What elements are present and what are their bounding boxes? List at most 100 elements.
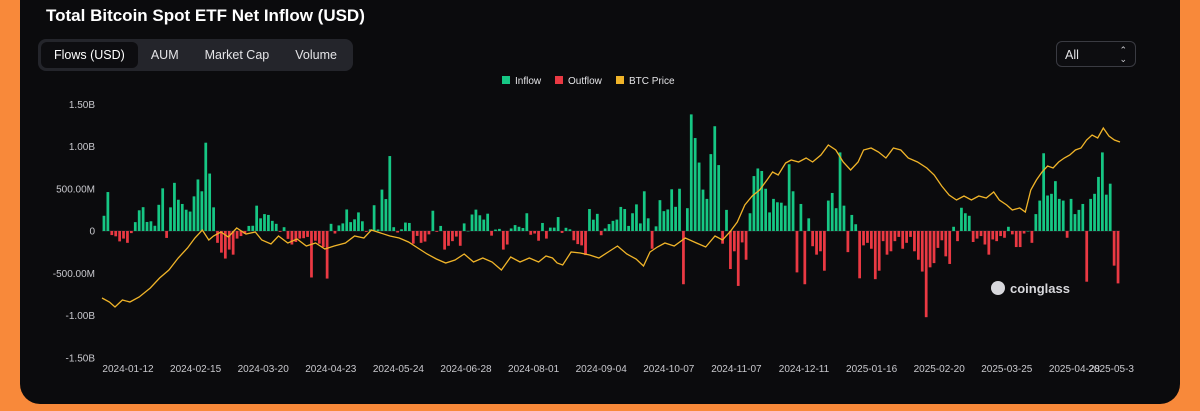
outflow-bar[interactable] bbox=[924, 231, 928, 318]
outflow-bar[interactable] bbox=[286, 231, 290, 239]
outflow-bar[interactable] bbox=[435, 231, 439, 232]
outflow-bar[interactable] bbox=[846, 231, 850, 253]
inflow-bar[interactable] bbox=[1104, 194, 1108, 231]
inflow-bar[interactable] bbox=[208, 173, 212, 231]
outflow-bar[interactable] bbox=[940, 231, 944, 241]
outflow-bar[interactable] bbox=[310, 231, 313, 278]
inflow-bar[interactable] bbox=[725, 209, 728, 232]
inflow-bar[interactable] bbox=[713, 126, 717, 231]
outflow-bar[interactable] bbox=[881, 231, 885, 242]
inflow-bar[interactable] bbox=[388, 156, 392, 231]
inflow-bar[interactable] bbox=[184, 209, 188, 231]
outflow-bar[interactable] bbox=[415, 231, 419, 236]
inflow-bar[interactable] bbox=[133, 222, 137, 231]
outflow-bar[interactable] bbox=[110, 231, 114, 236]
inflow-bar[interactable] bbox=[772, 198, 775, 231]
inflow-bar[interactable] bbox=[717, 165, 721, 231]
inflow-bar[interactable] bbox=[748, 213, 752, 231]
outflow-bar[interactable] bbox=[227, 231, 231, 250]
outflow-bar[interactable] bbox=[333, 231, 337, 234]
inflow-bar[interactable] bbox=[482, 219, 486, 231]
outflow-bar[interactable] bbox=[983, 231, 987, 245]
inflow-bar[interactable] bbox=[345, 209, 349, 231]
inflow-bar[interactable] bbox=[568, 229, 572, 231]
inflow-bar[interactable] bbox=[654, 226, 658, 231]
inflow-bar[interactable] bbox=[176, 199, 180, 231]
outflow-bar[interactable] bbox=[458, 231, 462, 246]
inflow-bar[interactable] bbox=[834, 208, 838, 231]
inflow-bar[interactable] bbox=[255, 205, 259, 231]
inflow-bar[interactable] bbox=[372, 205, 376, 231]
inflow-bar[interactable] bbox=[830, 192, 834, 231]
inflow-bar[interactable] bbox=[705, 198, 709, 231]
outflow-bar[interactable] bbox=[877, 231, 881, 271]
outflow-bar[interactable] bbox=[298, 231, 302, 239]
inflow-bar[interactable] bbox=[619, 206, 623, 231]
inflow-bar[interactable] bbox=[361, 221, 364, 231]
outflow-bar[interactable] bbox=[545, 231, 548, 239]
inflow-bar[interactable] bbox=[685, 208, 689, 231]
inflow-bar[interactable] bbox=[498, 228, 501, 231]
outflow-bar[interactable] bbox=[862, 231, 865, 246]
inflow-bar[interactable] bbox=[263, 214, 266, 231]
inflow-bar[interactable] bbox=[960, 207, 963, 231]
inflow-bar[interactable] bbox=[376, 229, 380, 231]
inflow-bar[interactable] bbox=[1101, 152, 1104, 231]
inflow-bar[interactable] bbox=[153, 225, 157, 231]
inflow-bar[interactable] bbox=[106, 192, 110, 231]
inflow-bar[interactable] bbox=[564, 227, 568, 231]
outflow-bar[interactable] bbox=[1065, 231, 1069, 238]
inflow-bar[interactable] bbox=[353, 219, 356, 231]
outflow-bar[interactable] bbox=[1085, 231, 1089, 282]
inflow-bar[interactable] bbox=[1097, 176, 1100, 231]
outflow-bar[interactable] bbox=[956, 231, 959, 242]
inflow-bar[interactable] bbox=[282, 227, 286, 231]
inflow-bar[interactable] bbox=[541, 222, 544, 231]
inflow-bar[interactable] bbox=[173, 182, 176, 231]
outflow-bar[interactable] bbox=[995, 231, 999, 242]
outflow-bar[interactable] bbox=[505, 231, 509, 245]
inflow-bar[interactable] bbox=[764, 188, 768, 231]
legend-outflow[interactable]: Outflow bbox=[568, 76, 603, 87]
outflow-bar[interactable] bbox=[302, 231, 306, 239]
inflow-bar[interactable] bbox=[337, 225, 341, 231]
outflow-bar[interactable] bbox=[893, 231, 897, 242]
outflow-bar[interactable] bbox=[913, 231, 916, 252]
inflow-bar[interactable] bbox=[1061, 200, 1065, 231]
outflow-bar[interactable] bbox=[306, 231, 309, 237]
inflow-bar[interactable] bbox=[595, 213, 599, 231]
inflow-bar[interactable] bbox=[854, 224, 858, 231]
inflow-bar[interactable] bbox=[212, 207, 215, 231]
outflow-bar[interactable] bbox=[815, 231, 818, 255]
inflow-bar[interactable] bbox=[431, 210, 435, 231]
outflow-bar[interactable] bbox=[987, 231, 991, 255]
outflow-bar[interactable] bbox=[235, 231, 239, 239]
inflow-bar[interactable] bbox=[967, 215, 971, 231]
outflow-bar[interactable] bbox=[419, 231, 423, 243]
inflow-bar[interactable] bbox=[1057, 198, 1061, 231]
outflow-bar[interactable] bbox=[165, 231, 168, 238]
outflow-bar[interactable] bbox=[866, 231, 869, 243]
inflow-bar[interactable] bbox=[145, 221, 149, 231]
inflow-bar[interactable] bbox=[329, 223, 333, 231]
inflow-bar[interactable] bbox=[548, 227, 552, 231]
inflow-bar[interactable] bbox=[1077, 209, 1081, 232]
outflow-bar[interactable] bbox=[443, 231, 446, 250]
inflow-bar[interactable] bbox=[141, 207, 145, 231]
outflow-bar[interactable] bbox=[130, 231, 133, 234]
inflow-bar[interactable] bbox=[1042, 153, 1046, 231]
inflow-bar[interactable] bbox=[169, 207, 172, 231]
inflow-bar[interactable] bbox=[157, 204, 161, 231]
outflow-bar[interactable] bbox=[290, 231, 294, 245]
inflow-bar[interactable] bbox=[693, 138, 697, 231]
outflow-bar[interactable] bbox=[948, 231, 952, 264]
inflow-bar[interactable] bbox=[674, 206, 677, 231]
outflow-bar[interactable] bbox=[529, 231, 533, 235]
outflow-bar[interactable] bbox=[364, 231, 368, 232]
inflow-bar[interactable] bbox=[1007, 226, 1010, 231]
outflow-bar[interactable] bbox=[819, 231, 822, 252]
inflow-bar[interactable] bbox=[603, 228, 607, 231]
inflow-bar[interactable] bbox=[607, 224, 611, 231]
inflow-bar[interactable] bbox=[1069, 198, 1073, 231]
outflow-bar[interactable] bbox=[584, 231, 587, 256]
